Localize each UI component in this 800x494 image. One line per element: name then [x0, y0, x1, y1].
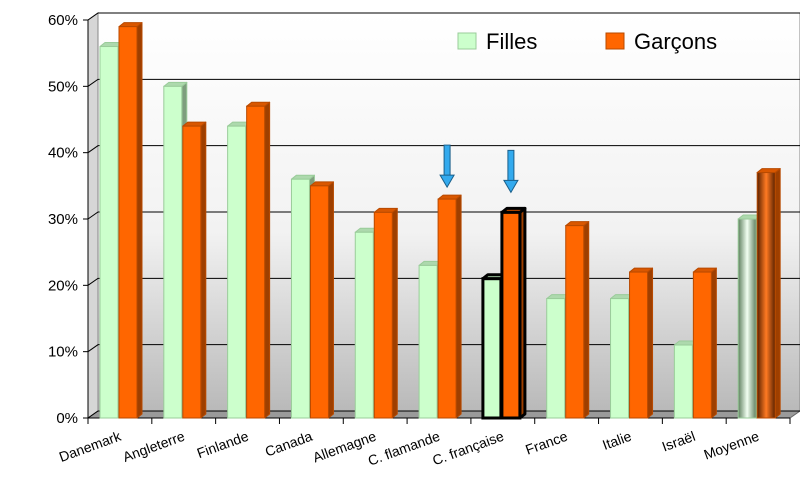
gridline	[87, 12, 800, 21]
legend: Filles Garçons	[457, 29, 717, 54]
y-tick-label: 10%	[48, 344, 78, 361]
x-tick-label: C. flamande	[366, 428, 443, 469]
x-tick-label: Finlande	[195, 428, 251, 461]
x-tick-label: C. française	[430, 428, 506, 469]
arrow-annotations	[439, 144, 519, 194]
x-tick-label: Danemark	[57, 427, 124, 464]
x-tick-label: Moyenne	[702, 428, 762, 463]
y-tick-label: 0%	[56, 410, 78, 427]
gridline	[87, 78, 800, 87]
x-tick-label: Israël	[660, 428, 698, 455]
arrow-c-francaise	[503, 149, 519, 194]
bar-garcons-israel	[692, 267, 717, 419]
bar-garcons-angleterre	[182, 121, 207, 419]
y-tick-label: 30%	[48, 211, 78, 228]
gridline	[87, 211, 800, 220]
x-tick-label: France	[523, 428, 570, 458]
y-tick-label: 60%	[48, 12, 78, 29]
bar-garcons-france	[565, 221, 590, 419]
y-tick-label: 20%	[48, 277, 78, 294]
legend-label-filles: Filles	[486, 29, 537, 54]
bars	[99, 22, 781, 420]
bar-garcons-danemark	[118, 22, 143, 419]
bar-garcons-italie	[629, 267, 654, 419]
bar-garcons-moyenne	[756, 168, 781, 419]
y-tick-label: 50%	[48, 78, 78, 95]
legend-swatch-filles	[457, 32, 477, 50]
y-axis-tick-labels: 0% 10% 20% 30% 40% 50% 60%	[48, 12, 78, 427]
bar-garcons-c-francaise	[500, 206, 527, 420]
bar-garcons-c-flamande	[437, 194, 462, 419]
y-tick-label: 40%	[48, 145, 78, 162]
legend-label-garcons: Garçons	[634, 29, 717, 54]
x-tick-label: Canada	[263, 428, 315, 460]
gridline	[87, 145, 800, 154]
bar-garcons-finlande	[246, 101, 271, 419]
legend-swatch-garcons	[605, 32, 625, 50]
bar-garcons-canada	[309, 181, 334, 419]
x-tick-label: Angleterre	[121, 428, 187, 465]
bar-garcons-allemagne	[373, 207, 398, 419]
arrow-c-flamande	[439, 144, 455, 189]
x-tick-label: Italie	[600, 428, 633, 453]
